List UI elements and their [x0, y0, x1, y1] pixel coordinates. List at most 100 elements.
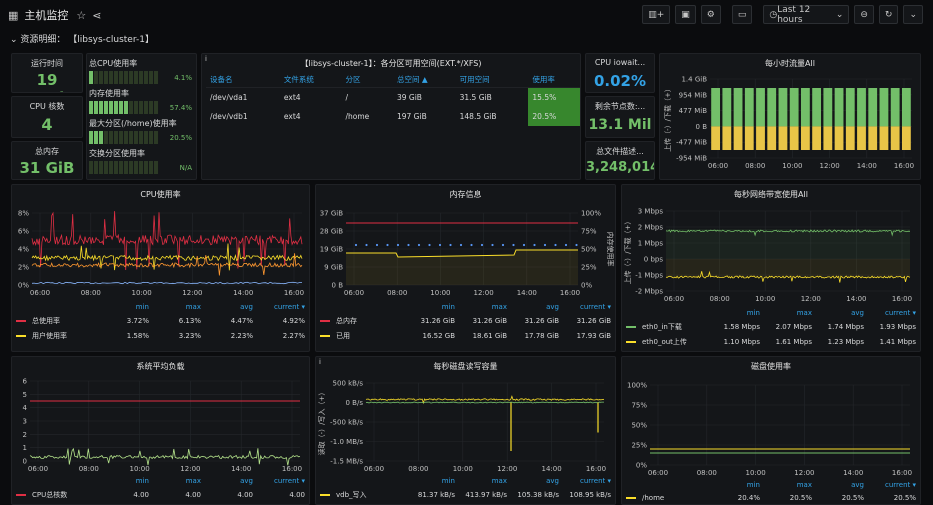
legend-column[interactable]: current ▾ — [885, 309, 916, 317]
x-tick-label: 08:00 — [710, 295, 730, 303]
column-header[interactable]: 设备名 — [206, 72, 280, 88]
y-tick-label: 1 — [23, 444, 27, 452]
legend-column[interactable]: avg — [851, 309, 864, 317]
legend-column[interactable]: min — [135, 303, 149, 311]
cpu-usage-panel[interactable]: CPU使用率 8% 6% 4% 2% 0% 06:00 08:00 10:00 12:00 14:… — [11, 184, 310, 352]
legend-column[interactable]: avg — [546, 303, 559, 311]
gauge-segment — [89, 101, 93, 114]
disk-io-panel[interactable]: i 每秒磁盘读写容量 500 kB/s 0 B/s -500 kB/s -1.0 MB… — [315, 356, 616, 505]
inodes-panel[interactable]: 剩余节点数:... 13.1 Mil — [585, 96, 655, 138]
row-header[interactable]: ⌄ 资源明细： 【libsys-cluster-1】 — [10, 32, 154, 45]
legend-column[interactable]: max — [185, 303, 201, 311]
save-button[interactable]: ▣ — [675, 5, 696, 24]
legend-row[interactable]: /home 20.4% 20.5% 20.5% 20.5% — [626, 494, 916, 502]
memory-usage-point — [554, 243, 557, 247]
hourly-traffic-panel[interactable]: 每小时流量All 1.4 GiB 954 MiB 477 MiB 0 B -477 Mi… — [659, 53, 921, 180]
x-tick-label: 16:00 — [894, 162, 914, 170]
gauge-segment — [154, 101, 158, 114]
legend-row[interactable]: 已用 16.52 GB 18.61 GiB 17.78 GiB 17.93 GiB — [320, 331, 611, 341]
y-tick-label: -500 kB/s — [330, 419, 363, 427]
legend-column[interactable]: min — [746, 481, 760, 489]
refresh-interval-button[interactable]: ⌄ — [903, 5, 923, 24]
system-load-panel[interactable]: 系统平均负载 6 5 4 3 2 1 0 06:00 08:00 10:00 12:00 14:00 1… — [11, 356, 310, 505]
gauge-bar — [89, 161, 158, 174]
legend-column[interactable]: current ▾ — [274, 303, 305, 311]
y-tick-label: 3 Mbps — [638, 208, 664, 216]
traffic-bar-up — [890, 126, 900, 150]
disk-io-legend: min max avg current ▾ vdb_写入 81.37 kB/s 413.97… — [320, 477, 611, 500]
legend-row[interactable]: eth0_in下载 1.58 Mbps 2.07 Mbps 1.74 Mbps 1.93… — [626, 322, 916, 332]
settings-button[interactable]: ⚙ — [700, 5, 721, 24]
dashboard-title[interactable]: 主机监控 — [24, 9, 69, 22]
fd-value: 3,248,014 — [586, 160, 655, 175]
column-header[interactable]: 总空间 ▲ — [392, 72, 456, 88]
uptime-panel[interactable]: 运行时间 19 week — [11, 53, 83, 93]
legend-column[interactable]: min — [135, 477, 149, 485]
star-icon[interactable]: ☆ — [76, 8, 87, 22]
share-icon[interactable]: ⋖ — [92, 8, 102, 22]
legend-column[interactable]: current ▾ — [580, 303, 611, 311]
cpu-usage-chart: 8% 6% 4% 2% 0%06:00 08:00 10:00 12:00 14:00 16:00 — [18, 210, 304, 296]
memory-info-panel[interactable]: 内存信息 37 GiB 28 GiB 19 GiB 9 GiB 0 B 06:00 08:0… — [315, 184, 616, 352]
legend-series: 用户使用率 — [16, 331, 97, 341]
legend-column[interactable]: max — [796, 309, 812, 317]
memory-usage-point — [438, 243, 442, 247]
legend-column[interactable]: avg — [546, 477, 559, 485]
tv-mode-button[interactable]: ▭ — [731, 5, 753, 24]
add-panel-button[interactable]: ▥+ — [642, 5, 671, 24]
legend-value: 18.61 GiB — [472, 332, 507, 340]
traffic-bar-up — [800, 126, 810, 150]
column-header[interactable]: 分区 — [341, 72, 393, 88]
cpu-cores-panel[interactable]: CPU 核数 4 — [11, 96, 83, 138]
legend-column[interactable]: avg — [240, 477, 253, 485]
gauge-segment — [134, 131, 138, 144]
y-tick-label: 9 GiB — [324, 264, 343, 272]
table-cell: ext4 — [283, 111, 301, 121]
legend-row[interactable]: 总使用率 3.72% 6.13% 4.47% 4.92% — [16, 316, 305, 326]
legend-value: 3.72% — [126, 317, 149, 325]
legend-column[interactable]: max — [491, 303, 507, 311]
table-cell: / — [345, 92, 348, 102]
iowait-panel[interactable]: CPU iowait... 0.02% — [585, 53, 655, 93]
legend-column[interactable]: avg — [240, 303, 253, 311]
fd-panel[interactable]: 总文件描述... 3,248,014 — [585, 141, 655, 180]
chevron-down-icon: ⌄ — [909, 9, 917, 20]
legend-column[interactable]: max — [491, 477, 507, 485]
dashboard-grid-icon[interactable]: ▦ — [8, 8, 19, 22]
zoom-out-button[interactable]: ⊖ — [854, 5, 874, 24]
column-header[interactable]: 文件系统 — [279, 72, 342, 88]
refresh-button[interactable]: ↻ — [878, 5, 899, 24]
legend-row[interactable]: vdb_写入 81.37 kB/s 413.97 kB/s 105.38 kB/s 10… — [320, 490, 611, 500]
info-icon[interactable]: i — [319, 358, 321, 366]
usage-gauges-panel[interactable]: 总CPU使用率 4.1% 内存使用率 57.4% 最大分区(/home)使用率 20.5%… — [86, 53, 197, 180]
network-bandwidth-panel[interactable]: 每秒网络带宽使用All 3 Mbps 2 Mbps 1 Mbps 0 bps -1 Mb… — [621, 184, 921, 352]
panel-title: 运行时间 — [31, 59, 63, 68]
legend-column[interactable]: current ▾ — [580, 477, 611, 485]
legend-row[interactable]: CPU总核数 4.00 4.00 4.00 4.00 — [16, 490, 305, 500]
info-icon[interactable]: i — [205, 55, 207, 63]
legend-row[interactable]: 用户使用率 1.58% 3.23% 2.23% 2.27% — [16, 331, 305, 341]
partition-table-panel[interactable]: i 【libsys-cluster-1】：各分区可用空间(EXT.*/XFS) … — [201, 53, 581, 180]
disk-usage-panel[interactable]: 磁盘使用率 100% 75% 50% 25% 0% 06:00 08:00 10:00 12:0… — [621, 356, 921, 505]
legend-swatch — [16, 335, 26, 337]
gauge-segment — [99, 101, 103, 114]
legend-row[interactable]: 总内存 31.26 GiB 31.26 GiB 31.26 GiB 31.26 GiB — [320, 316, 611, 326]
legend-column[interactable]: min — [441, 303, 455, 311]
legend-column[interactable]: current ▾ — [274, 477, 305, 485]
column-header[interactable]: 可用空间 — [455, 72, 529, 88]
x-tick-label: 12:00 — [474, 289, 494, 295]
column-header[interactable]: 使用率 — [528, 72, 580, 88]
legend-column[interactable]: min — [746, 309, 760, 317]
traffic-bar-up — [868, 126, 878, 150]
legend-column[interactable]: avg — [851, 481, 864, 489]
legend-column[interactable]: max — [796, 481, 812, 489]
y-tick-label: 2% — [18, 264, 29, 272]
memory-total-value: 31 GiB — [19, 159, 75, 177]
time-range-picker[interactable]: ◷ Last 12 hours ⌄ — [763, 5, 850, 25]
legend-column[interactable]: min — [441, 477, 455, 485]
network-legend: min max avg current ▾ eth0_in下载 1.58 Mbps 2.07… — [626, 309, 916, 347]
memory-total-panel[interactable]: 总内存 31 GiB — [11, 141, 83, 180]
legend-column[interactable]: max — [185, 477, 201, 485]
legend-column[interactable]: current ▾ — [885, 481, 916, 489]
legend-row[interactable]: eth0_out上传 1.10 Mbps 1.61 Mbps 1.23 Mbps 1.4… — [626, 337, 916, 347]
